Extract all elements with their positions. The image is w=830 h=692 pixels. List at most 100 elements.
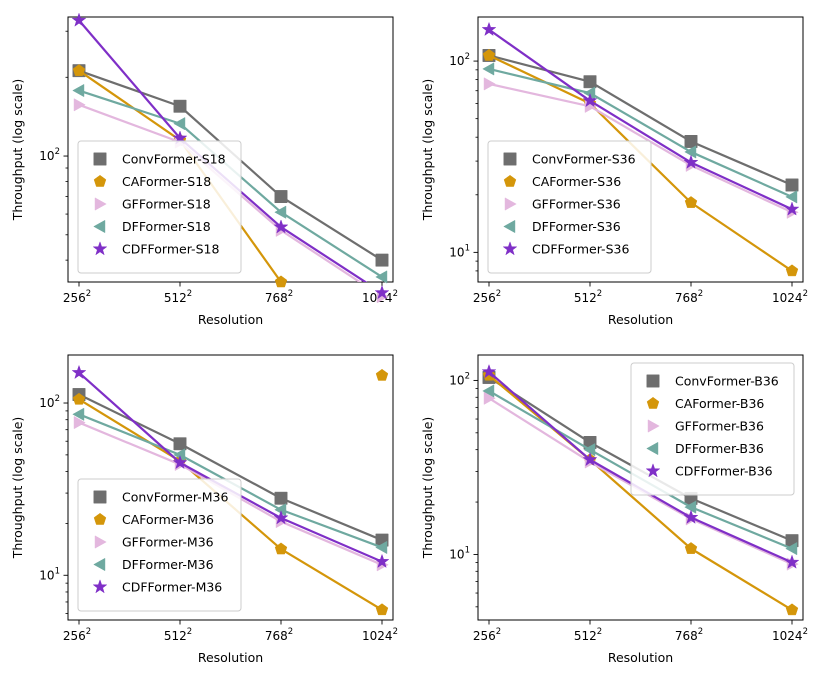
legend-label: GFFormer-M36: [122, 535, 214, 550]
legend: ConvFormer-S18 CAFormer-S18 GFFormer-S18 DF…: [77, 140, 242, 274]
x-tick-label: 10242: [772, 289, 808, 305]
legend-label: DFFormer-S18: [122, 219, 211, 234]
data-point-caformer-s36: [684, 196, 698, 208]
legend-label: GFFormer-S36: [532, 197, 621, 212]
legend-label: CDFFormer-B36: [675, 464, 773, 479]
x-axis-label: Resolution: [198, 650, 263, 665]
legend-marker: [646, 396, 660, 409]
x-axis-label: Resolution: [608, 312, 673, 327]
data-point-cdfformer-s36: [582, 92, 598, 108]
legend-marker: [94, 535, 107, 549]
series-line-convformer-s36: [488, 54, 793, 187]
data-point-dfformer-b36: [684, 500, 697, 514]
legend-marker: [93, 490, 107, 504]
legend-label: CAFormer-B36: [675, 396, 764, 411]
legend: ConvFormer-B36 CAFormer-B36 GFFormer-B36 DF…: [630, 362, 795, 496]
legend-label: ConvFormer-M36: [122, 490, 228, 505]
data-point-cdfformer-m36: [71, 364, 87, 380]
legend: ConvFormer-M36 CAFormer-M36 GFFormer-M36 DF…: [77, 478, 242, 612]
legend-marker: [504, 197, 517, 211]
x-tick-label: 7682: [265, 289, 293, 305]
data-point-caformer-m36: [274, 542, 288, 555]
legend-label: CAFormer-S36: [532, 174, 621, 189]
legend-marker: [646, 374, 660, 388]
chart-panel-1: 10225625122768210242ResolutionThroughput…: [10, 12, 398, 381]
data-point-dfformer-m36: [72, 407, 85, 421]
data-point-dfformer-b36: [583, 443, 596, 457]
axes-frame: [67, 16, 394, 283]
x-tick-label: 5122: [164, 289, 192, 305]
x-tick-label: 2562: [63, 289, 91, 305]
data-point-caformer-s18: [72, 64, 86, 76]
y-tick-label: 101: [449, 545, 470, 561]
legend-marker: [503, 219, 516, 234]
legend-marker: [93, 152, 107, 166]
axes-frame: [477, 16, 804, 283]
data-point-cdfformer-m36: [172, 454, 188, 470]
data-point-dfformer-s18: [274, 205, 287, 219]
legend-marker: [646, 441, 659, 456]
x-tick-label: 2562: [473, 289, 501, 305]
axes-frame: [477, 354, 804, 621]
x-tick-label: 2562: [473, 627, 501, 643]
data-point-dfformer-b36: [482, 384, 495, 398]
series-line-gfformer-s36: [488, 82, 793, 214]
legend-marker: [92, 241, 108, 256]
x-tick-label: 7682: [675, 289, 703, 305]
chart-panel-4: 101 102 2562 5122 7682 10242 Resolution Through…: [420, 354, 808, 665]
data-point-convformer-s18: [274, 190, 288, 204]
legend-label: CDFFormer-S18: [122, 242, 219, 257]
data-point-gfformer-s18: [73, 98, 86, 112]
legend-label: ConvFormer-B36: [675, 374, 779, 389]
legend-marker: [503, 174, 517, 187]
x-axis-label: Resolution: [608, 650, 673, 665]
legend-marker: [502, 241, 518, 256]
legend-box: [630, 362, 795, 496]
data-point-dfformer-s18: [375, 270, 388, 284]
data-point-convformer-m36: [274, 491, 288, 505]
y-axis-label: Throughput (log scale): [10, 417, 25, 560]
data-point-convformer-s36: [583, 75, 597, 89]
data-point-cdfformer-s36: [784, 201, 800, 216]
legend-label: GFFormer-B36: [675, 419, 764, 434]
data-point-caformer-m36: [375, 603, 389, 616]
legend-marker: [503, 152, 517, 166]
series-line-dfformer-s36: [488, 67, 793, 198]
chart-panel-2: 101 102 2562 5122 7682 10242 Resolution Through…: [420, 16, 808, 327]
data-point-dfformer-s18: [173, 117, 186, 131]
legend-label: DFFormer-S36: [532, 219, 621, 234]
legend-box: [77, 478, 242, 612]
data-point-caformer-b36: [785, 603, 799, 616]
data-point-convformer-s36: [684, 135, 698, 148]
y-axis-label: Throughput (log scale): [420, 79, 435, 222]
legend-marker: [645, 463, 661, 478]
y-tick-label: 101: [449, 243, 470, 259]
data-point-caformer-s18: [375, 368, 389, 381]
data-point-cdfformer-s18: [273, 219, 289, 234]
y-tick-label: 102: [449, 371, 470, 387]
legend-box: [487, 140, 652, 274]
data-point-convformer-s36: [785, 178, 799, 192]
data-point-caformer-m36: [72, 392, 86, 405]
data-point-dfformer-m36: [375, 540, 388, 555]
y-tick-label: 101: [39, 566, 60, 582]
x-tick-label: 2562: [63, 627, 91, 643]
legend-label: CDFFormer-S36: [532, 242, 629, 257]
data-point-cdfformer-s18: [71, 12, 87, 27]
legend-label: ConvFormer-S18: [122, 152, 226, 167]
x-tick-label: 7682: [675, 627, 703, 643]
x-axis-label: Resolution: [198, 312, 263, 327]
legend-label: CAFormer-M36: [122, 512, 214, 527]
data-point-caformer-s36: [785, 264, 799, 277]
data-point-cdfformer-s36: [683, 154, 699, 169]
series-line-caformer-b36: [488, 374, 793, 611]
legend-label: CDFFormer-M36: [122, 580, 222, 595]
axes-frame: [67, 354, 394, 621]
y-tick-label: 102: [449, 52, 470, 68]
data-point-dfformer-b36: [785, 541, 798, 556]
data-point-cdfformer-b36: [481, 363, 497, 379]
data-point-cdfformer-b36: [582, 451, 598, 467]
data-point-caformer-s18: [274, 275, 288, 288]
legend-marker: [93, 512, 107, 525]
